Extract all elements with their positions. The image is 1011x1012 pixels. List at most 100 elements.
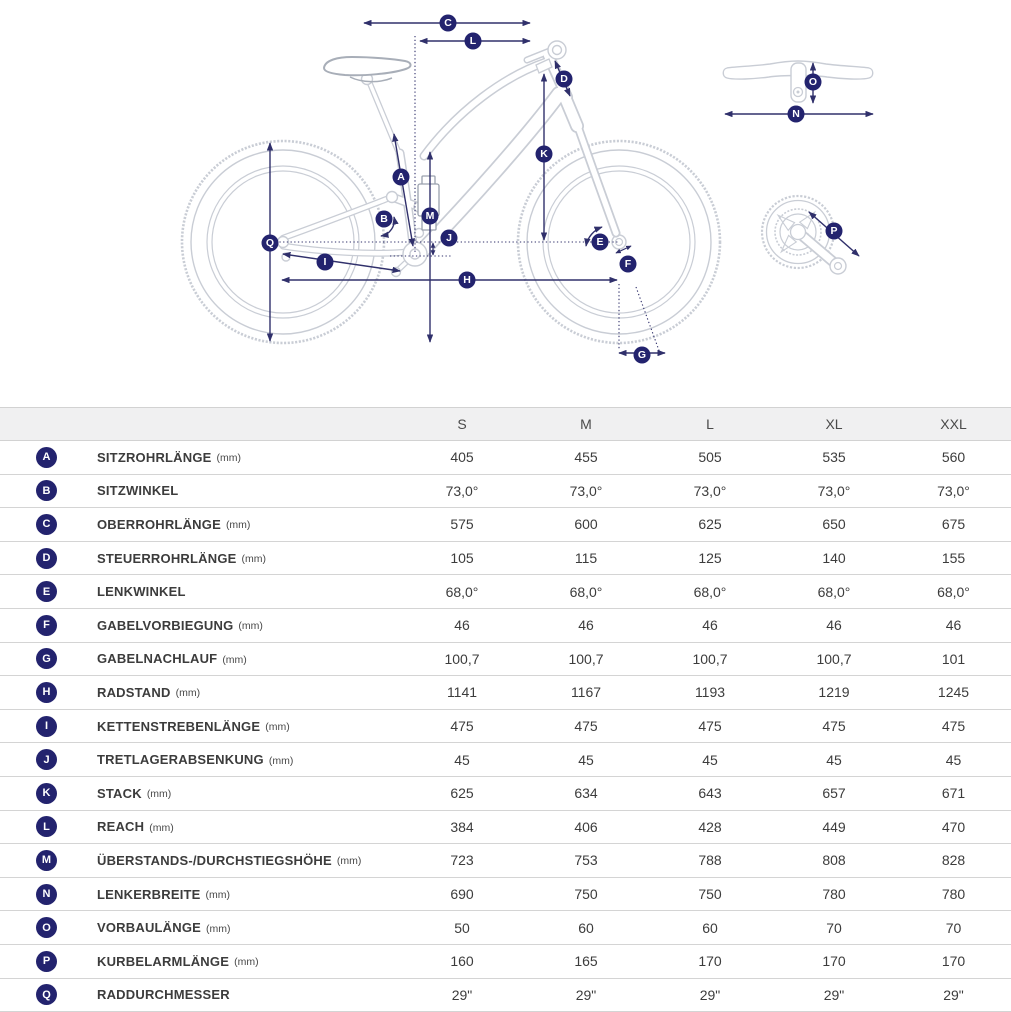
value-cell: 45 xyxy=(896,742,1011,777)
value-cell: 505 xyxy=(648,440,772,475)
value-cell: 125 xyxy=(648,541,772,576)
table-row: B SITZWINKEL 73,0° 73,0° 73,0° 73,0° 73,0° xyxy=(0,474,1011,509)
value-cell: 29" xyxy=(524,978,648,1012)
value-cell: 1141 xyxy=(400,675,524,710)
svg-text:N: N xyxy=(792,108,800,120)
value-cell: 70 xyxy=(772,910,896,945)
label-cell: K STACK (mm) xyxy=(0,776,400,811)
value-cell: 455 xyxy=(524,440,648,475)
row-letter-badge: H xyxy=(36,681,57,703)
value-cell: 45 xyxy=(400,742,524,777)
value-cell: 60 xyxy=(648,910,772,945)
row-unit: (mm) xyxy=(175,687,201,700)
table-row: L REACH (mm) 384 406 428 449 470 xyxy=(0,810,1011,845)
label-cell: J TRETLAGERABSENKUNG (mm) xyxy=(0,742,400,777)
value-cell: 29" xyxy=(400,978,524,1012)
size-column-header: L xyxy=(648,407,772,441)
svg-text:K: K xyxy=(540,148,548,160)
diagram-badge-Q: Q xyxy=(261,234,279,252)
value-cell: 470 xyxy=(896,810,1011,845)
label-cell: E LENKWINKEL xyxy=(0,574,400,609)
svg-text:C: C xyxy=(444,17,452,29)
row-letter-badge: A xyxy=(36,446,57,468)
value-cell: 68,0° xyxy=(400,574,524,609)
row-label: SITZWINKEL xyxy=(97,483,179,499)
row-letter-badge: L xyxy=(36,816,57,838)
diagram-badge-I: I xyxy=(316,253,334,271)
value-cell: 643 xyxy=(648,776,772,811)
value-cell: 29" xyxy=(648,978,772,1012)
value-cell: 73,0° xyxy=(772,474,896,509)
row-letter-badge: K xyxy=(36,782,57,804)
row-letter-badge: B xyxy=(36,480,57,502)
value-cell: 428 xyxy=(648,810,772,845)
label-cell: H RADSTAND (mm) xyxy=(0,675,400,710)
table-row: J TRETLAGERABSENKUNG (mm) 45 45 45 45 45 xyxy=(0,742,1011,777)
svg-text:B: B xyxy=(380,213,388,225)
row-letter-badge: F xyxy=(36,614,57,636)
row-letter-badge: D xyxy=(36,547,57,569)
value-cell: 70 xyxy=(896,910,1011,945)
value-cell: 68,0° xyxy=(524,574,648,609)
diagram-badge-H: H xyxy=(458,271,476,289)
construction-lines xyxy=(272,36,662,357)
value-cell: 100,7 xyxy=(524,642,648,677)
value-cell: 100,7 xyxy=(400,642,524,677)
value-cell: 808 xyxy=(772,843,896,878)
value-cell: 46 xyxy=(648,608,772,643)
value-cell: 723 xyxy=(400,843,524,878)
value-cell: 73,0° xyxy=(524,474,648,509)
size-column-header: XXL xyxy=(896,407,1011,441)
value-cell: 535 xyxy=(772,440,896,475)
value-cell: 160 xyxy=(400,944,524,979)
value-cell: 165 xyxy=(524,944,648,979)
label-cell: L REACH (mm) xyxy=(0,810,400,845)
row-unit: (mm) xyxy=(205,889,231,902)
value-cell: 671 xyxy=(896,776,1011,811)
diagram-badge-O: O xyxy=(804,73,822,91)
value-cell: 780 xyxy=(896,877,1011,912)
table-row: G GABELNACHLAUF (mm) 100,7 100,7 100,7 100,… xyxy=(0,642,1011,677)
value-cell: 170 xyxy=(772,944,896,979)
diagram-badge-K: K xyxy=(535,145,553,163)
value-cell: 475 xyxy=(400,709,524,744)
svg-text:G: G xyxy=(638,349,646,361)
row-letter-badge: O xyxy=(36,917,57,939)
row-unit: (mm) xyxy=(241,553,267,566)
value-cell: 675 xyxy=(896,507,1011,542)
value-cell: 46 xyxy=(400,608,524,643)
value-cell: 105 xyxy=(400,541,524,576)
value-cell: 100,7 xyxy=(648,642,772,677)
row-unit: (mm) xyxy=(222,653,247,666)
svg-text:H: H xyxy=(463,274,471,286)
label-cell: B SITZWINKEL xyxy=(0,474,400,509)
value-cell: 475 xyxy=(772,709,896,744)
label-cell: D STEUERROHRLÄNGE (mm) xyxy=(0,541,400,576)
value-cell: 29" xyxy=(896,978,1011,1012)
geometry-table: S M L XL XXL A SITZROHRLÄNGE (mm) 405 455 505 5… xyxy=(0,407,1011,1012)
table-row: F GABELVORBIEGUNG (mm) 46 46 46 46 46 xyxy=(0,608,1011,643)
size-column-header: S xyxy=(400,407,524,441)
value-cell: 750 xyxy=(648,877,772,912)
value-cell: 475 xyxy=(896,709,1011,744)
table-row: K STACK (mm) 625 634 643 657 671 xyxy=(0,776,1011,811)
value-cell: 73,0° xyxy=(648,474,772,509)
table-row: H RADSTAND (mm) 1141 1167 1193 1219 1245 xyxy=(0,675,1011,710)
value-cell: 68,0° xyxy=(648,574,772,609)
value-cell: 560 xyxy=(896,440,1011,475)
row-label: RADDURCHMESSER xyxy=(97,987,230,1003)
header-empty-cell xyxy=(0,407,400,441)
row-letter-badge: P xyxy=(36,950,57,972)
size-column-header: M xyxy=(524,407,648,441)
value-cell: 100,7 xyxy=(772,642,896,677)
value-cell: 750 xyxy=(524,877,648,912)
diagram-badge-E: E xyxy=(591,233,609,251)
row-label: STEUERROHRLÄNGE xyxy=(97,550,237,566)
svg-text:Q: Q xyxy=(266,237,274,249)
row-label: KURBELARMLÄNGE xyxy=(97,953,230,969)
value-cell: 68,0° xyxy=(896,574,1011,609)
label-cell: A SITZROHRLÄNGE (mm) xyxy=(0,440,400,475)
value-cell: 140 xyxy=(772,541,896,576)
table-row: Q RADDURCHMESSER 29" 29" 29" 29" 29" xyxy=(0,978,1011,1012)
table-row: O VORBAULÄNGE (mm) 50 60 60 70 70 xyxy=(0,910,1011,945)
